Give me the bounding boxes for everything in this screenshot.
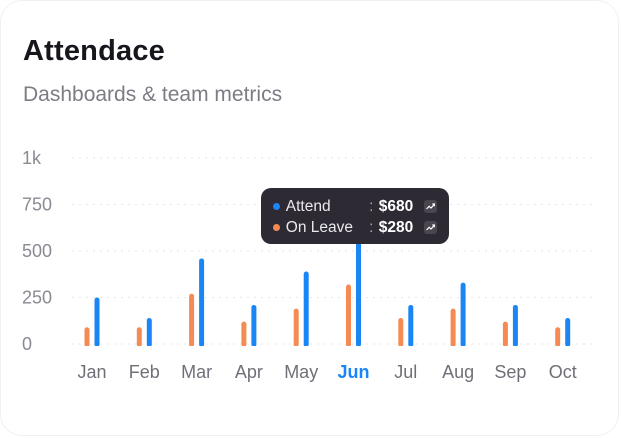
on-leave-bar[interactable] [189,293,195,347]
x-tick-label: Sep [494,362,526,382]
attend-bar[interactable] [565,317,571,347]
y-tick-label: 250 [22,288,52,308]
x-tick-label: Mar [181,362,212,382]
chart-tooltip: Attend : $680 On Leave : $280 [261,188,449,244]
trend-up-icon [424,200,437,213]
on-leave-bar[interactable] [136,327,142,347]
on-leave-bar[interactable] [241,321,247,347]
x-tick-label: Feb [129,362,160,382]
card-title: Attendace [23,35,165,67]
tooltip-value: $280 [378,218,414,236]
on-leave-bar[interactable] [450,308,456,347]
tooltip-row-attend: Attend : $680 [273,196,437,217]
x-tick-label: Jun [337,362,369,382]
attend-bar[interactable] [512,304,518,347]
trend-up-icon [424,221,437,234]
attend-bar[interactable] [94,297,100,348]
x-tick-label: Apr [235,362,263,382]
y-tick-label: 0 [22,334,32,354]
x-axis-labels: Jan Feb Mar Apr May Jun Jul Aug Sep Oct [77,362,576,382]
attend-bar[interactable] [199,258,205,347]
attend-bar[interactable] [460,282,466,347]
tooltip-value: $680 [378,197,414,215]
on-leave-bar[interactable] [398,317,404,347]
tooltip-series-name: On Leave [285,218,353,236]
on-leave-bar[interactable] [502,321,508,347]
on-leave-legend-dot [273,224,280,231]
y-tick-label: 1k [22,148,42,168]
attend-bar[interactable] [303,271,309,347]
x-tick-label: Jan [77,362,106,382]
y-tick-label: 500 [22,241,52,261]
x-tick-label: Oct [549,362,577,382]
tooltip-separator: : [369,218,374,236]
on-leave-bar[interactable] [84,327,90,347]
attend-bar[interactable] [146,317,152,347]
x-tick-label: Aug [442,362,474,382]
tooltip-series-name: Attend [285,197,331,215]
y-tick-label: 750 [22,195,52,215]
attend-bar[interactable] [251,304,257,347]
x-tick-label: May [284,362,318,382]
on-leave-bar[interactable] [293,308,299,347]
tooltip-separator: : [369,197,374,215]
on-leave-bar[interactable] [555,327,561,347]
x-tick-label: Jul [394,362,417,382]
attend-bar[interactable] [356,217,361,347]
bars [84,217,571,348]
y-axis-ticks: 0 250 500 750 1k [22,148,52,354]
on-leave-bar[interactable] [346,284,351,347]
tooltip-row-on-leave: On Leave : $280 [273,217,437,238]
card-subtitle: Dashboards & team metrics [23,83,283,106]
attend-legend-dot [273,203,280,210]
attend-bar[interactable] [408,304,414,347]
